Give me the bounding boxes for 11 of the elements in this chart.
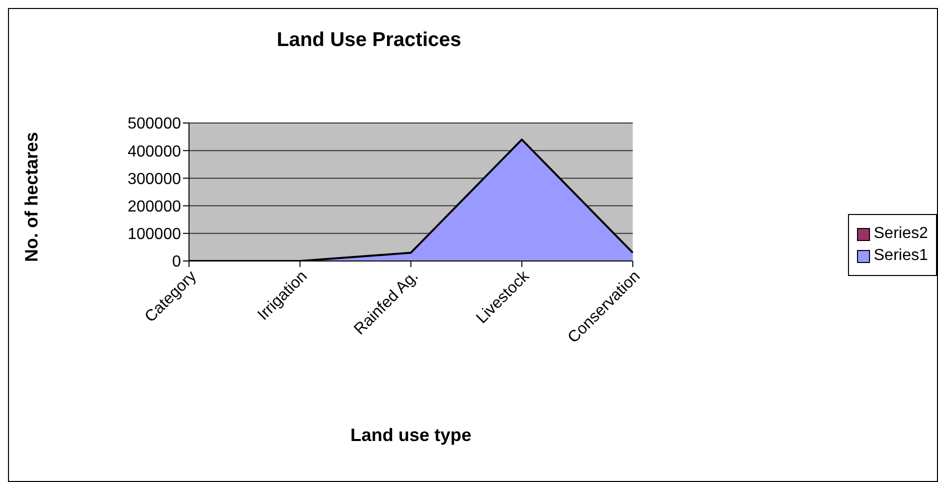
y-tick-label: 200000 xyxy=(128,198,182,216)
y-tick-label: 0 xyxy=(172,254,182,271)
y-tick-label: 300000 xyxy=(128,170,182,188)
legend-label: Series1 xyxy=(874,247,928,265)
x-axis-title: Land use type xyxy=(350,425,472,445)
legend-label: Series2 xyxy=(874,225,928,243)
y-tick-label: 100000 xyxy=(128,226,182,244)
chart-title: Land Use Practices xyxy=(276,29,462,52)
y-tick-label: 400000 xyxy=(128,143,182,160)
y-tick-label: 500000 xyxy=(128,116,182,133)
y-axis-title: No. of hectares xyxy=(21,132,42,262)
